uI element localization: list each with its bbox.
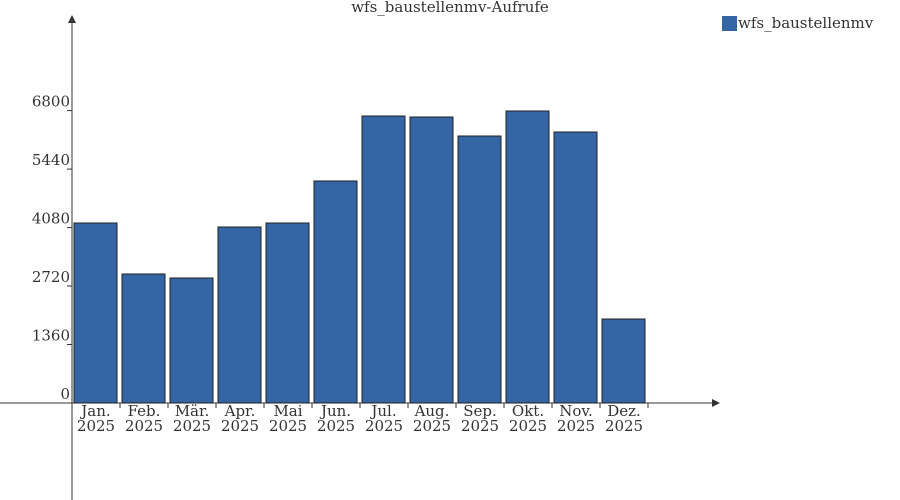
x-tick-label: Dez. 2025 (604, 401, 644, 435)
bar (169, 277, 214, 404)
bar (409, 116, 454, 404)
chart-title: wfs_baustellenmv-Aufrufe (351, 0, 549, 16)
legend-swatch (722, 16, 737, 31)
bar (553, 131, 598, 404)
y-tick-label: 4080 (32, 210, 70, 228)
y-tick-label: 6800 (32, 93, 70, 111)
bar (217, 226, 262, 404)
bar (73, 222, 118, 404)
bar (121, 273, 166, 404)
bar (313, 180, 358, 404)
y-axis-arrow (68, 15, 76, 23)
x-tick-label: Apr. 2025 (220, 401, 260, 435)
y-tick-label: 1360 (32, 327, 70, 345)
bar (265, 222, 310, 404)
x-tick-label: Jun. 2025 (316, 401, 356, 435)
x-tick-label: Sep. 2025 (460, 401, 500, 435)
x-tick-label: Jul. 2025 (364, 401, 404, 435)
x-tick-label: Mai 2025 (268, 401, 308, 435)
x-tick-label: Nov. 2025 (556, 401, 596, 435)
legend-label: wfs_baustellenmv (738, 14, 874, 32)
x-tick-label: Okt. 2025 (508, 401, 548, 435)
y-tick-label: 0 (60, 385, 70, 403)
bar (601, 318, 646, 404)
x-tick-label: Jan. 2025 (76, 401, 116, 435)
bar (505, 110, 550, 404)
y-tick-label: 2720 (32, 268, 70, 286)
x-tick-label: Mär. 2025 (172, 401, 212, 435)
bar (361, 115, 406, 404)
x-tick-label: Feb. 2025 (124, 401, 164, 435)
y-tick-label: 5440 (32, 151, 70, 169)
bar (457, 135, 502, 404)
x-tick-label: Aug. 2025 (412, 401, 452, 435)
x-axis-arrow (712, 398, 720, 407)
